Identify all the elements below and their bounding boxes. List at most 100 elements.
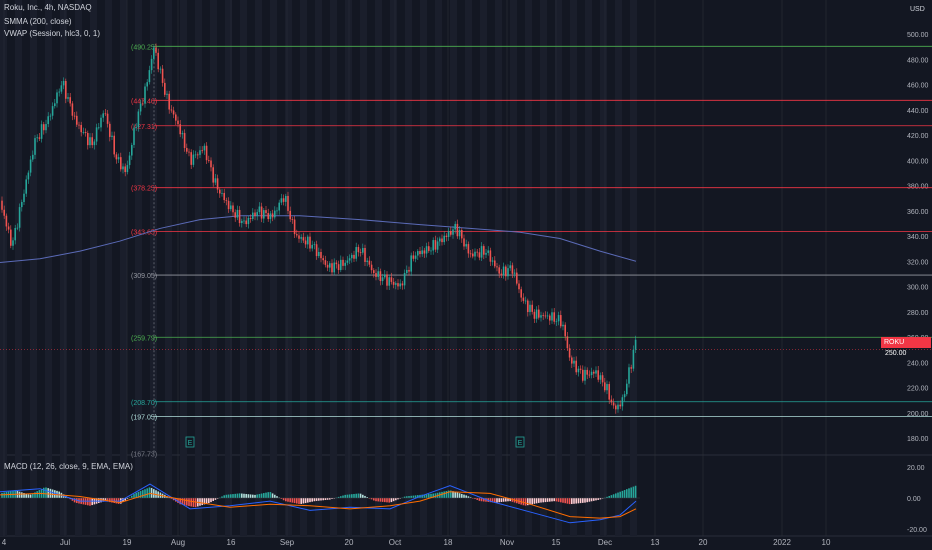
macd-histogram-bar <box>467 496 470 498</box>
candle-body <box>80 124 82 133</box>
session-shade <box>555 0 562 536</box>
candle-body <box>18 207 21 228</box>
vwap-indicator-label[interactable]: VWAP (Session, hlc3, 0, 1) <box>4 29 101 38</box>
x-tick-label: Sep <box>280 538 295 547</box>
fib-level-label: (259.79) <box>131 335 157 342</box>
macd-histogram-bar <box>480 498 483 502</box>
candle-body <box>375 273 377 277</box>
macd-histogram-bar <box>410 495 412 498</box>
macd-histogram-bar <box>199 498 201 506</box>
macd-histogram-bar <box>340 496 342 498</box>
earnings-marker-label: E <box>188 440 193 447</box>
macd-histogram-bar <box>192 498 195 507</box>
macd-histogram-bar <box>21 492 23 498</box>
macd-histogram-bar <box>505 498 507 502</box>
macd-histogram-bar <box>304 498 307 504</box>
candle-body <box>137 111 140 128</box>
candle-body <box>192 154 195 165</box>
candle-body <box>287 195 289 211</box>
candle-body <box>221 192 223 194</box>
x-tick-label: 4 <box>2 538 7 547</box>
macd-histogram-bar <box>307 498 309 503</box>
candle-body <box>450 231 452 235</box>
candle-body <box>34 138 36 155</box>
candle-body <box>476 251 478 253</box>
candle-body <box>23 193 25 203</box>
candle-body <box>392 281 395 285</box>
candle-body <box>104 113 107 115</box>
candle-body <box>357 247 360 253</box>
macd-histogram-bar <box>98 498 100 504</box>
session-shade <box>225 0 232 536</box>
macd-histogram-bar <box>230 494 232 498</box>
candle-body <box>447 231 450 238</box>
candle-body <box>247 217 250 225</box>
candle-body <box>144 86 146 104</box>
y-tick-label: 380.00 <box>907 184 929 191</box>
macd-histogram-bar <box>1 492 3 498</box>
currency-label[interactable]: USD <box>910 6 925 13</box>
y-tick-label: 440.00 <box>907 108 929 115</box>
candle-body <box>373 270 375 274</box>
candle-body <box>69 97 71 104</box>
macd-histogram-bar <box>362 494 364 498</box>
candle-body <box>71 103 74 116</box>
candle-body <box>21 202 23 208</box>
macd-histogram-bar <box>210 498 212 503</box>
x-tick-label: Nov <box>500 538 514 547</box>
candle-body <box>219 189 221 194</box>
candle-body <box>579 368 582 370</box>
candle-body <box>43 124 45 131</box>
macd-histogram-bar <box>397 498 399 500</box>
candle-body <box>243 220 245 222</box>
fib-level-label: (167.73) <box>131 451 157 458</box>
session-shade <box>480 0 487 536</box>
session-shade <box>30 0 37 536</box>
macd-histogram-bar <box>359 493 362 498</box>
x-tick-label: 19 <box>123 538 132 547</box>
macd-histogram-bar <box>498 498 500 503</box>
candle-body <box>513 272 516 274</box>
candle-body <box>500 273 503 276</box>
macd-histogram-bar <box>267 492 269 498</box>
candle-body <box>10 229 12 246</box>
macd-indicator-label[interactable]: MACD (12, 26, close, 9, EMA, EMA) <box>4 462 133 471</box>
macd-signal-line <box>0 491 637 519</box>
candle-body <box>586 369 588 375</box>
macd-histogram-bar <box>38 490 41 498</box>
macd-histogram-bar <box>626 489 628 498</box>
earnings-marker-box <box>185 436 195 448</box>
macd-histogram-bar <box>87 498 89 506</box>
y-tick-label: 500.00 <box>907 32 929 39</box>
session-shade <box>240 0 247 536</box>
smma-indicator-label[interactable]: SMMA (200, close) <box>4 17 72 26</box>
candle-body <box>265 210 267 214</box>
session-shade <box>165 0 172 536</box>
macd-histogram-bar <box>137 491 140 498</box>
macd-histogram-bar <box>430 493 432 498</box>
candle-body <box>364 248 366 262</box>
macd-histogram-bar <box>491 498 494 503</box>
session-shade <box>345 0 352 536</box>
candle-body <box>362 248 364 253</box>
candle-body <box>133 127 135 145</box>
candle-body <box>300 237 302 239</box>
candle-body <box>98 127 100 129</box>
candle-body <box>102 113 104 118</box>
candle-body <box>478 252 481 258</box>
macd-histogram-bar <box>632 486 635 498</box>
macd-histogram-bar <box>150 487 153 498</box>
macd-histogram-bar <box>364 495 366 498</box>
candle-body <box>1 200 3 210</box>
macd-histogram-bar <box>395 498 397 501</box>
candle-body <box>507 268 509 277</box>
candle-body <box>560 315 562 327</box>
macd-histogram-bar <box>549 498 551 502</box>
candle-body <box>278 202 280 211</box>
macd-histogram-bar <box>258 493 261 498</box>
macd-histogram-bar <box>579 498 582 504</box>
macd-histogram-bar <box>69 498 71 500</box>
macd-histogram-bar <box>593 498 595 501</box>
macd-histogram-bar <box>183 498 186 506</box>
